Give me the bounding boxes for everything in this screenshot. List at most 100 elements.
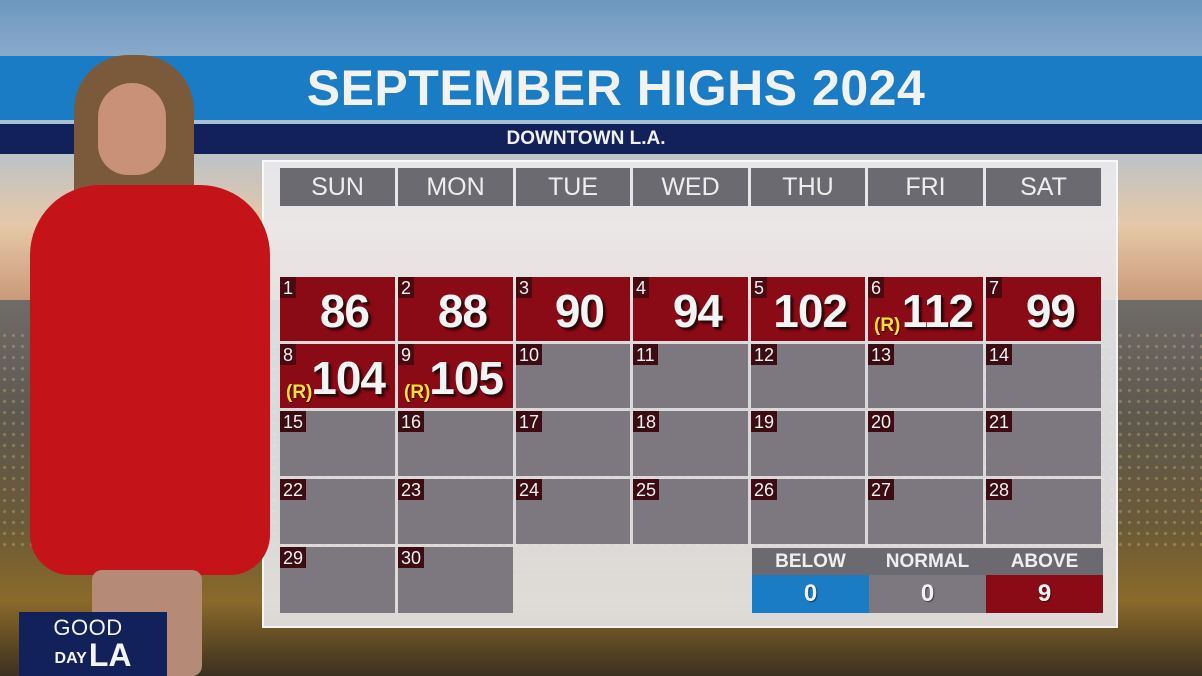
- day-number: 20: [868, 411, 895, 432]
- presenter-face: [98, 83, 166, 175]
- day-number: 9: [398, 344, 415, 365]
- high-temperature: 104: [311, 352, 386, 404]
- summary-below-label: BELOW: [752, 548, 869, 575]
- calendar-day-cell: 20: [868, 411, 983, 476]
- calendar-day-cell: 17: [516, 411, 630, 476]
- calendar-day-cell: 29: [280, 547, 395, 613]
- calendar-day-cell: 3 90: [516, 277, 630, 341]
- day-number: 28: [986, 479, 1013, 500]
- weekday-header-sat: SAT: [986, 168, 1101, 206]
- calendar-day-cell: 26: [751, 479, 865, 544]
- weekday-header-sun: SUN: [280, 168, 395, 206]
- day-number: 8: [280, 344, 297, 365]
- calendar-day-cell: 6 112 (R): [868, 277, 983, 341]
- calendar-day-cell: 27: [868, 479, 983, 544]
- calendar-day-cell: 2 88: [398, 277, 513, 341]
- day-number: 25: [633, 479, 660, 500]
- day-number: 3: [516, 277, 533, 298]
- weekday-header-fri: FRI: [868, 168, 983, 206]
- weekday-header-mon: MON: [398, 168, 513, 206]
- day-number: 16: [398, 411, 425, 432]
- day-number: 5: [751, 277, 768, 298]
- day-number: 22: [280, 479, 307, 500]
- summary-above-label: ABOVE: [986, 548, 1103, 575]
- high-temperature: 86: [319, 285, 370, 337]
- page-title: SEPTEMBER HIGHS 2024: [306, 60, 926, 116]
- calendar-day-cell: 19: [751, 411, 865, 476]
- high-temperature: 112: [901, 285, 974, 337]
- calendar-day-cell: 14: [986, 344, 1101, 408]
- day-number: 10: [516, 344, 543, 365]
- day-number: 12: [751, 344, 778, 365]
- high-temperature: 90: [554, 285, 605, 337]
- day-number: 15: [280, 411, 307, 432]
- day-number: 26: [751, 479, 778, 500]
- weekday-header-wed: WED: [633, 168, 748, 206]
- day-number: 19: [751, 411, 778, 432]
- calendar-day-cell: 18: [633, 411, 748, 476]
- summary-normal-count: 0: [869, 575, 986, 613]
- summary-above-count: 9: [986, 575, 1103, 613]
- summary-below-count: 0: [752, 575, 869, 613]
- high-temperature: 102: [773, 285, 848, 337]
- calendar-day-cell: 30: [398, 547, 513, 613]
- day-number: 24: [516, 479, 543, 500]
- high-temperature: 94: [672, 285, 723, 337]
- high-temperature: 99: [1025, 285, 1076, 337]
- calendar-day-cell: 23: [398, 479, 513, 544]
- calendar-day-cell: 11: [633, 344, 748, 408]
- calendar-day-cell: 10: [516, 344, 630, 408]
- logo-day-text: DAY: [54, 650, 87, 667]
- day-number: 23: [398, 479, 425, 500]
- day-number: 11: [633, 344, 658, 365]
- day-number: 27: [868, 479, 895, 500]
- presenter: [22, 55, 277, 676]
- weekday-header-thu: THU: [751, 168, 865, 206]
- calendar-day-cell: 7 99: [986, 277, 1101, 341]
- day-number: 1: [280, 277, 297, 298]
- summary-below: BELOW 0: [752, 548, 869, 613]
- logo-good-text: GOOD: [53, 615, 123, 640]
- day-number: 17: [516, 411, 543, 432]
- calendar-day-cell: 22: [280, 479, 395, 544]
- calendar-day-cell: 15: [280, 411, 395, 476]
- summary-above: ABOVE 9: [986, 548, 1103, 613]
- good-day-la-logo: GOOD DAY LA: [19, 612, 167, 676]
- calendar-day-cell: 1 86: [280, 277, 395, 341]
- calendar-day-cell: 9 105 (R): [398, 344, 513, 408]
- day-number: 6: [868, 277, 885, 298]
- subtitle-bar: DOWNTOWN L.A.: [0, 124, 1202, 154]
- day-number: 4: [633, 277, 650, 298]
- calendar-day-cell: 12: [751, 344, 865, 408]
- summary-normal: NORMAL 0: [869, 548, 986, 613]
- calendar-day-cell: 8 104 (R): [280, 344, 395, 408]
- high-temperature: 88: [437, 285, 488, 337]
- presenter-dress: [30, 185, 270, 575]
- calendar-day-cell: 13: [868, 344, 983, 408]
- day-number: 13: [868, 344, 895, 365]
- record-marker: (R): [874, 315, 901, 336]
- day-number: 14: [986, 344, 1013, 365]
- day-number: 29: [280, 547, 307, 568]
- high-temperature: 105: [429, 352, 504, 404]
- calendar-day-cell: 5 102: [751, 277, 865, 341]
- weekday-header-tue: TUE: [516, 168, 630, 206]
- day-number: 18: [633, 411, 660, 432]
- summary-normal-label: NORMAL: [869, 548, 986, 575]
- calendar-day-cell: 25: [633, 479, 748, 544]
- record-marker: (R): [286, 382, 313, 403]
- calendar-day-cell: 28: [986, 479, 1101, 544]
- location-subtitle: DOWNTOWN L.A.: [506, 128, 666, 149]
- title-bar: SEPTEMBER HIGHS 2024: [0, 56, 1202, 120]
- day-number: 2: [398, 277, 415, 298]
- day-number: 30: [398, 547, 425, 568]
- calendar-day-cell: 24: [516, 479, 630, 544]
- day-number: 21: [986, 411, 1013, 432]
- calendar-day-cell: 4 94: [633, 277, 748, 341]
- record-marker: (R): [404, 382, 431, 403]
- calendar-day-cell: 21: [986, 411, 1101, 476]
- calendar-day-cell: 16: [398, 411, 513, 476]
- summary-table: BELOW 0 NORMAL 0 ABOVE 9: [752, 548, 1104, 613]
- day-number: 7: [986, 277, 1003, 298]
- logo-la-text: LA: [88, 637, 132, 673]
